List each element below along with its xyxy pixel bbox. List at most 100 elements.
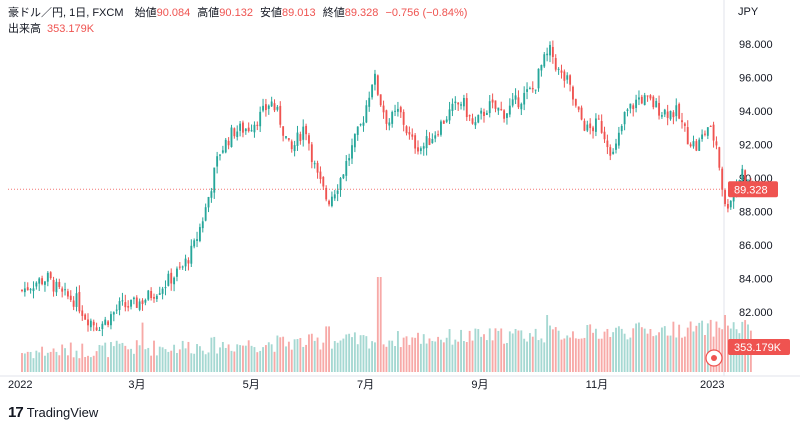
candle-body (652, 96, 655, 108)
candle-body (101, 323, 104, 330)
volume-bar (609, 336, 612, 372)
volume-bar (468, 330, 471, 372)
x-tick-label: 9月 (471, 379, 488, 391)
candle-body (41, 278, 44, 285)
candle-body (176, 268, 178, 277)
candle-body (729, 200, 732, 208)
volume-bar (44, 355, 46, 372)
candle-body (305, 125, 308, 135)
volume-bar (706, 323, 709, 372)
candle-body (138, 301, 141, 310)
candle-body (695, 141, 698, 151)
volume-bar (612, 332, 615, 372)
volume-bar (178, 349, 181, 372)
candle-body (609, 147, 612, 156)
volume-bar (247, 340, 250, 372)
candle-body (49, 272, 52, 279)
candle-body (239, 123, 242, 131)
volume-bar (330, 348, 333, 372)
volume-bar (586, 325, 589, 372)
candle-body (336, 190, 339, 194)
candle-body (471, 118, 474, 124)
volume-bar (112, 346, 115, 372)
candle-body (405, 126, 408, 134)
candle-body (173, 277, 176, 285)
volume-bar (638, 322, 640, 372)
volume-bar (718, 327, 721, 372)
candle-body (704, 133, 706, 135)
candle-body (44, 281, 46, 285)
candle-body (213, 167, 216, 193)
volume-bar (371, 341, 374, 372)
volume-bar (170, 350, 173, 372)
candle-body (715, 141, 718, 146)
candle-body (603, 131, 606, 140)
volume-bar (316, 337, 319, 372)
candle-body (353, 133, 356, 148)
volume-bar (695, 325, 698, 372)
volume-bar (121, 342, 124, 372)
volume-bar (135, 340, 138, 372)
volume-bar (322, 342, 325, 372)
volume-bar (704, 335, 706, 372)
volume-bar (709, 319, 712, 372)
candle-body (264, 104, 267, 111)
candle-body (566, 75, 569, 80)
candle-body (270, 101, 273, 107)
volume-bar (635, 323, 638, 372)
volume-bar (270, 344, 273, 372)
volume-bar (506, 343, 508, 372)
volume-bar (356, 344, 359, 372)
volume-bar (75, 350, 78, 372)
candle-body (615, 143, 617, 150)
tradingview-logo[interactable]: 17 TradingView (8, 404, 98, 421)
candle-body (612, 151, 615, 154)
candle-body (219, 154, 221, 156)
y-tick-label: 82.000 (739, 307, 773, 319)
candle-body (319, 171, 322, 180)
candle-body (253, 124, 256, 133)
volume-bar (540, 338, 543, 372)
candle-body (348, 158, 351, 161)
volume-bar (84, 357, 87, 372)
volume-bar (46, 352, 49, 372)
volume-bar (388, 340, 391, 372)
candle-body (158, 293, 161, 295)
volume-bar (181, 340, 184, 372)
y-tick-label: 92.000 (739, 140, 773, 152)
candle-body (227, 140, 230, 146)
candle-body (310, 144, 313, 163)
candle-body (84, 314, 87, 320)
candle-body (428, 138, 431, 145)
volume-bar (660, 327, 663, 372)
candle-body (655, 101, 658, 108)
x-tick-label: 5月 (243, 379, 260, 391)
volume-bar (425, 343, 428, 372)
candle-body (551, 46, 554, 57)
candle-body (592, 127, 594, 132)
volume-bar (233, 351, 236, 372)
volume-bar (497, 330, 500, 372)
candle-body (623, 111, 626, 125)
candle-body (316, 162, 319, 173)
candle-body (161, 288, 164, 294)
candle-body (290, 141, 293, 150)
candle-body (242, 122, 244, 133)
candle-body (629, 103, 632, 109)
volume-bar (187, 341, 190, 372)
candle-body (506, 113, 508, 118)
candle-body (706, 127, 709, 136)
candle-body (72, 300, 75, 307)
volume-bar (29, 351, 32, 372)
candle-body (78, 292, 81, 312)
y-tick-label: 94.000 (739, 106, 773, 118)
volume-bar (508, 331, 511, 372)
candle-body (681, 120, 683, 123)
volume-bar (652, 336, 655, 372)
volume-bar (81, 343, 84, 372)
last-volume-badge (728, 339, 790, 355)
candle-body (118, 301, 121, 310)
candle-body (121, 300, 124, 302)
volume-bar (394, 346, 396, 372)
